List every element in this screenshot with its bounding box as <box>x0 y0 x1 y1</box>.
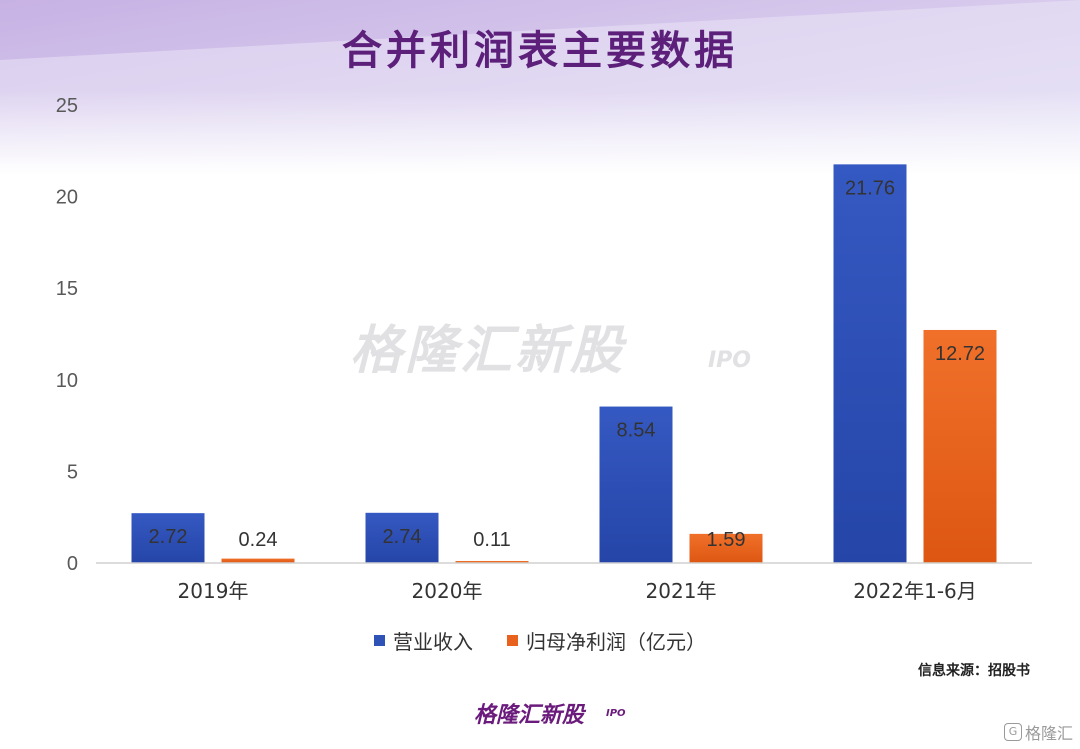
source-note: 信息来源：招股书 <box>918 663 1030 679</box>
bar-net-profit <box>689 533 763 563</box>
watermark-text: 格隆汇新股 <box>350 321 626 381</box>
bar-net-profit <box>923 329 997 563</box>
legend-swatch-profit <box>507 635 518 646</box>
legend-label-profit: 归母净利润（亿元） <box>526 630 706 654</box>
bar-revenue <box>131 513 205 563</box>
y-tick-label: 25 <box>56 95 78 117</box>
bar-revenue <box>365 512 439 563</box>
data-label-net-profit: 0.11 <box>473 529 510 551</box>
corner-watermark-text: 格隆汇 <box>1025 724 1074 743</box>
x-tick-label: 2021年 <box>646 579 717 603</box>
legend-label-revenue: 营业收入 <box>393 630 473 654</box>
legend-swatch-revenue <box>374 635 385 646</box>
data-label-revenue: 2.72 <box>149 526 188 548</box>
y-tick-label: 0 <box>67 553 78 575</box>
legend-item-revenue: 营业收入 <box>374 626 473 655</box>
brand-logo-sub: IPO <box>606 708 626 719</box>
y-tick-label: 20 <box>56 187 78 209</box>
header-background <box>0 0 1080 175</box>
legend: 营业收入 归母净利润（亿元） <box>0 626 1080 655</box>
x-tick-label: 2019年 <box>178 579 249 603</box>
y-tick-label: 5 <box>67 461 78 483</box>
data-label-revenue: 21.76 <box>845 177 895 199</box>
brand-logo: 格隆汇新股 <box>474 703 585 728</box>
data-label-revenue: 8.54 <box>617 420 656 442</box>
data-label-net-profit: 0.24 <box>239 529 278 551</box>
bar-revenue <box>599 406 673 563</box>
x-tick-label: 2022年1-6月 <box>853 579 977 603</box>
brand-icon: G <box>1004 723 1022 741</box>
data-label-net-profit: 12.72 <box>935 343 985 365</box>
bar-net-profit <box>221 558 295 563</box>
corner-watermark: G 格隆汇 <box>1004 720 1073 744</box>
data-label-net-profit: 1.59 <box>707 529 746 551</box>
watermark-subtext: IPO <box>708 348 752 373</box>
page-title: 合并利润表主要数据 <box>342 28 738 74</box>
y-tick-label: 10 <box>56 370 78 392</box>
x-tick-label: 2020年 <box>412 579 483 603</box>
legend-item-profit: 归母净利润（亿元） <box>507 626 706 655</box>
bar-chart: 0 5 10 15 20 25 2.72 0.24 2.74 0.11 8.54 1.59 21.76… <box>56 95 1032 603</box>
bar-revenue <box>833 164 907 563</box>
data-label-revenue: 2.74 <box>383 526 422 548</box>
y-tick-label: 15 <box>56 278 78 300</box>
bar-net-profit <box>455 560 529 563</box>
